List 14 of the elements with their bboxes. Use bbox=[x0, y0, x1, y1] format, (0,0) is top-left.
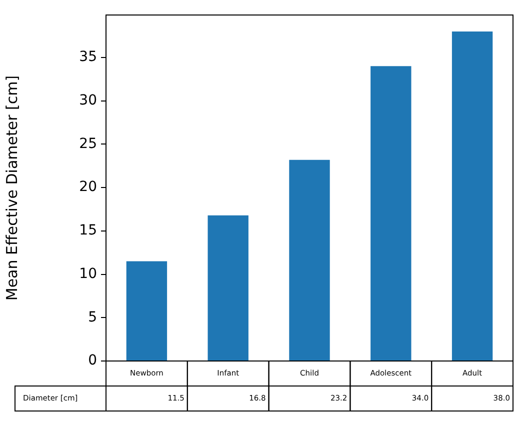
y-tick-label: 15 bbox=[79, 222, 97, 239]
y-tick-label: 25 bbox=[79, 136, 97, 152]
y-tick-label: 10 bbox=[79, 266, 97, 282]
y-tick-label: 0 bbox=[88, 352, 97, 369]
y-axis-title: Mean Effective Diameter [cm] bbox=[2, 75, 21, 301]
bar bbox=[126, 261, 168, 360]
y-tick-label: 35 bbox=[79, 49, 97, 66]
bar bbox=[289, 160, 330, 360]
bar bbox=[208, 215, 248, 360]
y-tick-label: 30 bbox=[79, 92, 97, 108]
bar bbox=[452, 31, 493, 360]
bar bbox=[370, 66, 412, 360]
y-tick-label: 5 bbox=[88, 309, 97, 326]
y-tick-label: 20 bbox=[79, 179, 97, 196]
